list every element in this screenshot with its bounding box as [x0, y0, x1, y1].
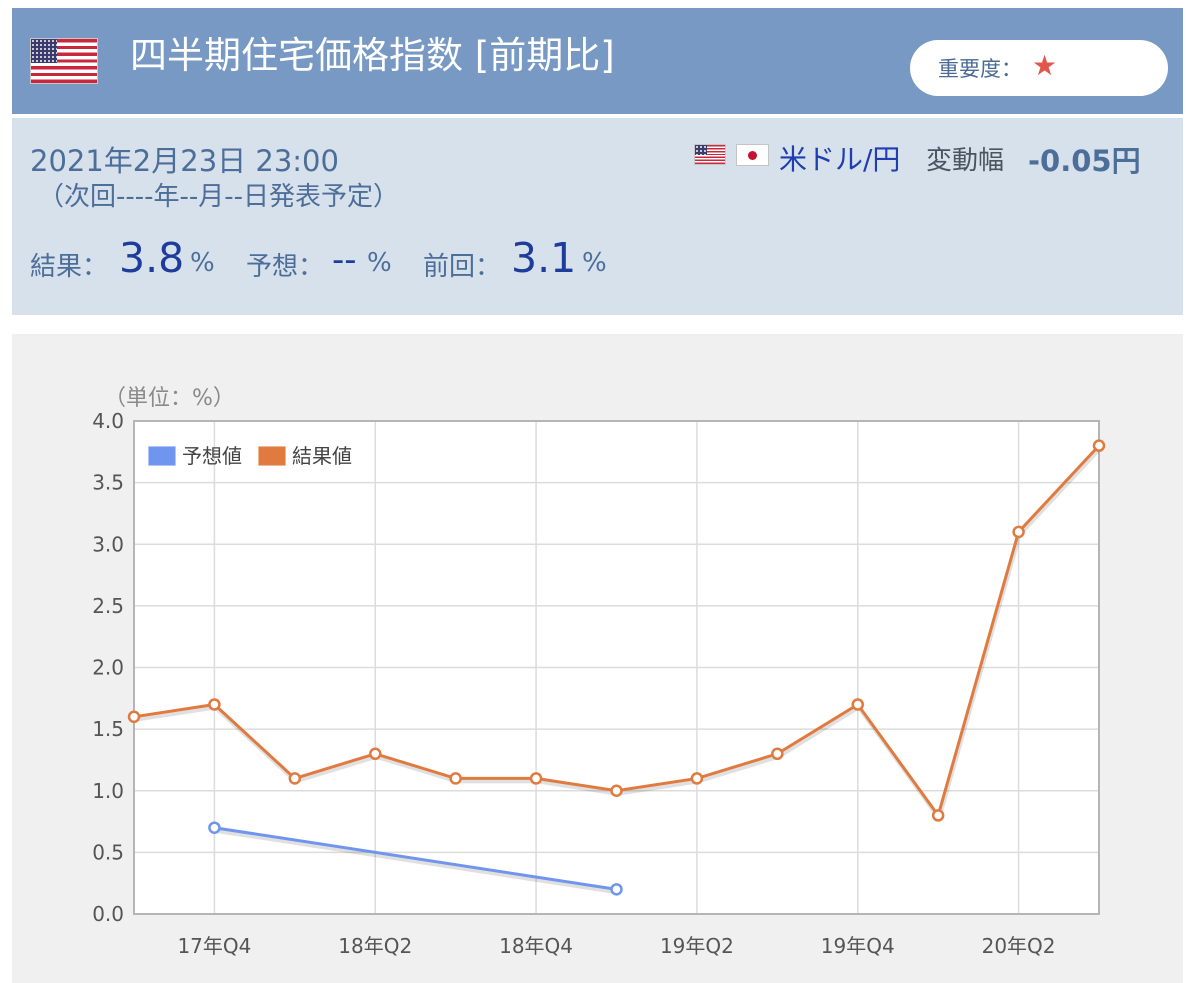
data-point	[771, 747, 784, 761]
data-point	[610, 784, 623, 797]
data-point	[1012, 525, 1025, 539]
data-point	[851, 698, 864, 711]
jp-flag-icon	[736, 144, 769, 166]
previous-value: 3.1	[511, 234, 577, 282]
x-tick-label: 18年Q2	[338, 934, 412, 958]
y-tick-label: 2.0	[92, 656, 124, 680]
data-point	[127, 710, 141, 724]
importance-badge: 重要度： ★	[910, 40, 1168, 96]
data-point	[610, 883, 623, 896]
legend-label: 結果値	[292, 444, 352, 468]
legend-label: 予想値	[182, 444, 242, 468]
currency-pair-link[interactable]: 米ドル/円	[779, 143, 901, 176]
x-tick-label: 20年Q2	[982, 934, 1056, 958]
x-tick-label: 17年Q4	[177, 934, 251, 958]
us-flag-icon	[30, 38, 98, 84]
change-label: 変動幅	[926, 146, 1005, 176]
series-line-shadow	[215, 828, 618, 895]
plot-border	[133, 420, 1100, 915]
data-point	[288, 772, 302, 785]
data-point	[208, 698, 221, 711]
y-tick-label: 3.0	[92, 532, 124, 556]
forecast-label: 予想：	[246, 252, 325, 282]
importance-label: 重要度：	[938, 57, 1022, 81]
change-value: -0.05円	[1028, 144, 1141, 178]
y-tick-label: 3.5	[92, 471, 124, 495]
line-chart: 0.0 0.5 1.0 1.5 2.0 2.5 3.0 3.5 4.0 17年Q4 18年Q2 18年…	[92, 409, 1106, 958]
y-tick-label: 0.5	[92, 840, 124, 864]
y-tick-label: 2.5	[92, 594, 124, 618]
previous-unit: %	[582, 248, 607, 278]
data-point	[208, 821, 221, 834]
data-point	[449, 772, 462, 785]
previous-label: 前回：	[423, 252, 502, 282]
us-flag-icon	[694, 144, 726, 165]
x-tick-label: 18年Q4	[499, 934, 573, 958]
result-unit: %	[190, 248, 215, 278]
y-tick-label: 1.5	[92, 717, 124, 741]
result-value: 3.8	[119, 234, 185, 282]
indicator-header: 四半期住宅価格指数 [前期比] 重要度： ★	[12, 8, 1183, 114]
release-datetime: 2021年2月23日 23:00	[30, 144, 339, 178]
chart-panel: （単位：%） 0.0 0.5 1.0 1.5 2.0 2.5 3.0 3.5 4.0 17年Q4 1…	[12, 334, 1183, 983]
y-tick-label: 1.0	[92, 779, 124, 803]
x-tick-label: 19年Q2	[660, 934, 734, 958]
next-release-date: （次回----年--月--日発表予定）	[38, 182, 400, 212]
y-tick-label: 0.0	[92, 902, 124, 926]
forecast-unit: %	[367, 248, 392, 278]
data-point	[931, 809, 945, 822]
data-point	[529, 772, 543, 785]
indicator-info-panel: 2021年2月23日 23:00 （次回----年--月--日発表予定） 米ドル…	[12, 118, 1183, 315]
chart-unit-note: （単位：%）	[104, 386, 235, 411]
indicator-title: 四半期住宅価格指数 [前期比]	[130, 34, 615, 77]
legend-swatch	[147, 445, 177, 467]
star-icon: ★	[1032, 49, 1058, 82]
y-tick-label: 4.0	[92, 409, 124, 433]
data-point	[1092, 439, 1106, 452]
x-tick-label: 19年Q4	[821, 934, 895, 958]
series-line	[214, 826, 617, 891]
data-point	[690, 772, 704, 785]
forecast-value: --	[332, 240, 357, 280]
data-point	[369, 747, 382, 761]
result-label: 結果：	[30, 252, 109, 282]
legend-swatch	[257, 445, 287, 467]
